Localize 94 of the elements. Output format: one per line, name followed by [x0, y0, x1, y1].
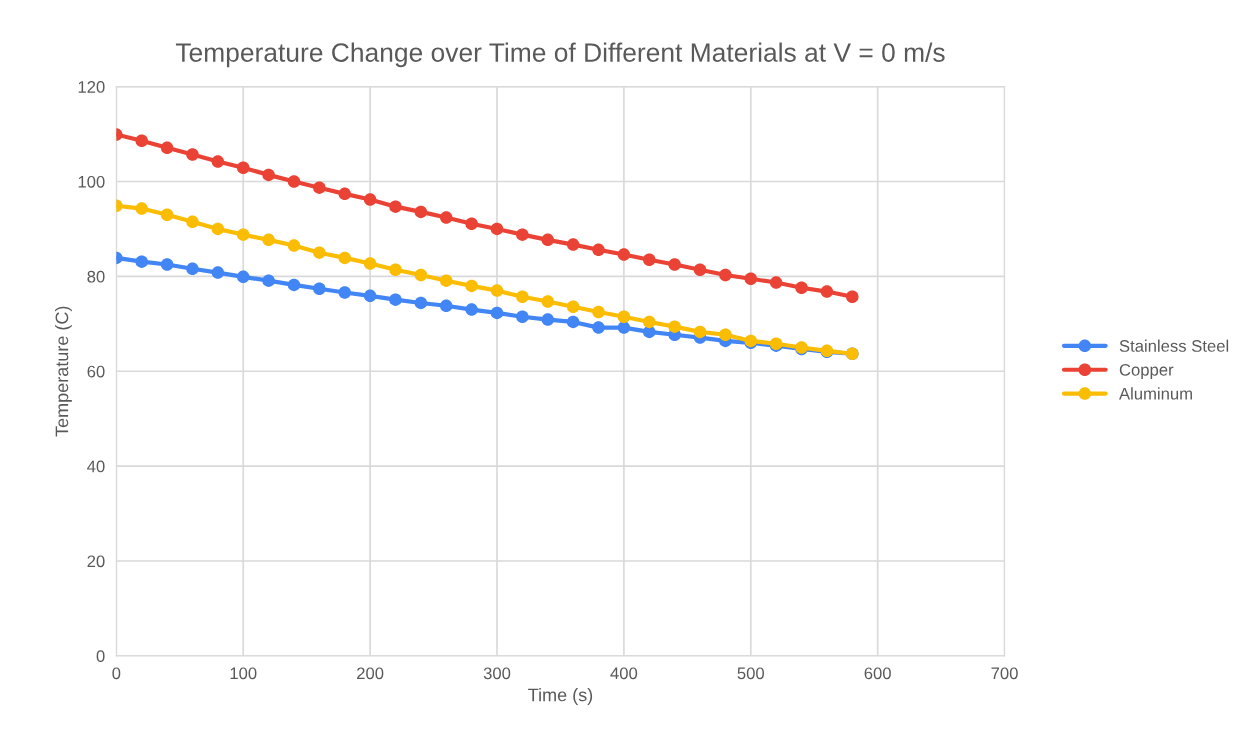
x-tick-label: 400 [610, 667, 638, 680]
point [795, 281, 808, 295]
point [363, 193, 377, 206]
point [236, 270, 250, 284]
legend-label: Aluminum [1119, 387, 1192, 400]
point [236, 228, 250, 241]
point [338, 187, 351, 201]
x-tick-label: 600 [864, 667, 891, 680]
point [389, 200, 402, 213]
point [414, 268, 428, 282]
point [566, 238, 580, 251]
point [440, 274, 453, 287]
point [262, 233, 275, 247]
point [160, 141, 174, 155]
point [414, 205, 428, 219]
point [643, 253, 656, 267]
x-tick-label: 100 [230, 667, 257, 680]
point [592, 305, 605, 319]
point [744, 272, 758, 286]
x-tick-label: 0 [112, 667, 121, 680]
y-tick-label: 80 [87, 270, 105, 283]
point [719, 328, 732, 341]
point [490, 222, 504, 236]
point [287, 278, 301, 292]
point [186, 215, 199, 229]
y-tick-label: 40 [87, 460, 105, 473]
point [313, 282, 326, 295]
point [693, 263, 707, 276]
point [211, 222, 225, 236]
point [363, 289, 377, 303]
point [440, 211, 453, 224]
point [287, 175, 301, 188]
point [592, 243, 605, 257]
point [313, 181, 326, 194]
point [160, 258, 174, 271]
point [668, 258, 681, 271]
point [719, 268, 732, 282]
legend-label: Stainless Steel [1119, 339, 1229, 352]
point [338, 286, 351, 299]
point [516, 310, 529, 323]
point [389, 263, 402, 276]
point [211, 155, 225, 168]
point [135, 255, 148, 268]
point [313, 246, 326, 259]
chart-title: Temperature Change over Time of Different Materials at V = 0 m/s [175, 42, 945, 68]
y-tick-label: 0 [96, 650, 105, 663]
point [135, 134, 148, 147]
point [592, 321, 605, 334]
point [668, 320, 681, 333]
point [363, 257, 377, 270]
point [846, 290, 859, 304]
point [186, 148, 199, 161]
point [541, 295, 555, 308]
point [490, 284, 504, 297]
y-tick-label: 100 [78, 175, 105, 188]
point [566, 300, 580, 313]
point [643, 315, 656, 329]
y-axis-title: Temperature (C) [55, 306, 72, 437]
y-tick-label: 60 [87, 365, 105, 378]
y-tick-label: 120 [78, 81, 105, 93]
point [135, 202, 148, 215]
point [516, 290, 529, 304]
point [465, 217, 478, 230]
point [617, 321, 631, 334]
point [566, 315, 580, 329]
point [236, 161, 250, 175]
point [160, 208, 174, 221]
point [693, 325, 707, 339]
point [516, 228, 529, 241]
x-tick-label: 700 [991, 667, 1018, 680]
point [211, 266, 225, 279]
point [541, 233, 555, 247]
point [414, 296, 428, 310]
point [287, 239, 301, 252]
point [490, 306, 504, 320]
x-tick-label: 200 [357, 667, 384, 680]
point [389, 293, 402, 306]
point [338, 251, 351, 265]
x-tick-label: 300 [483, 667, 511, 680]
x-axis-title: Time (s) [528, 688, 593, 705]
point [617, 248, 631, 261]
point [465, 279, 478, 293]
point [769, 276, 783, 289]
point [186, 262, 199, 276]
point [820, 285, 834, 298]
point [262, 274, 275, 287]
point [262, 168, 275, 182]
legend-label: Copper [1119, 363, 1174, 380]
point [440, 299, 453, 313]
point [617, 310, 631, 323]
point [465, 303, 478, 316]
point [541, 313, 555, 326]
x-tick-label: 500 [737, 667, 765, 680]
y-tick-label: 20 [87, 555, 105, 568]
